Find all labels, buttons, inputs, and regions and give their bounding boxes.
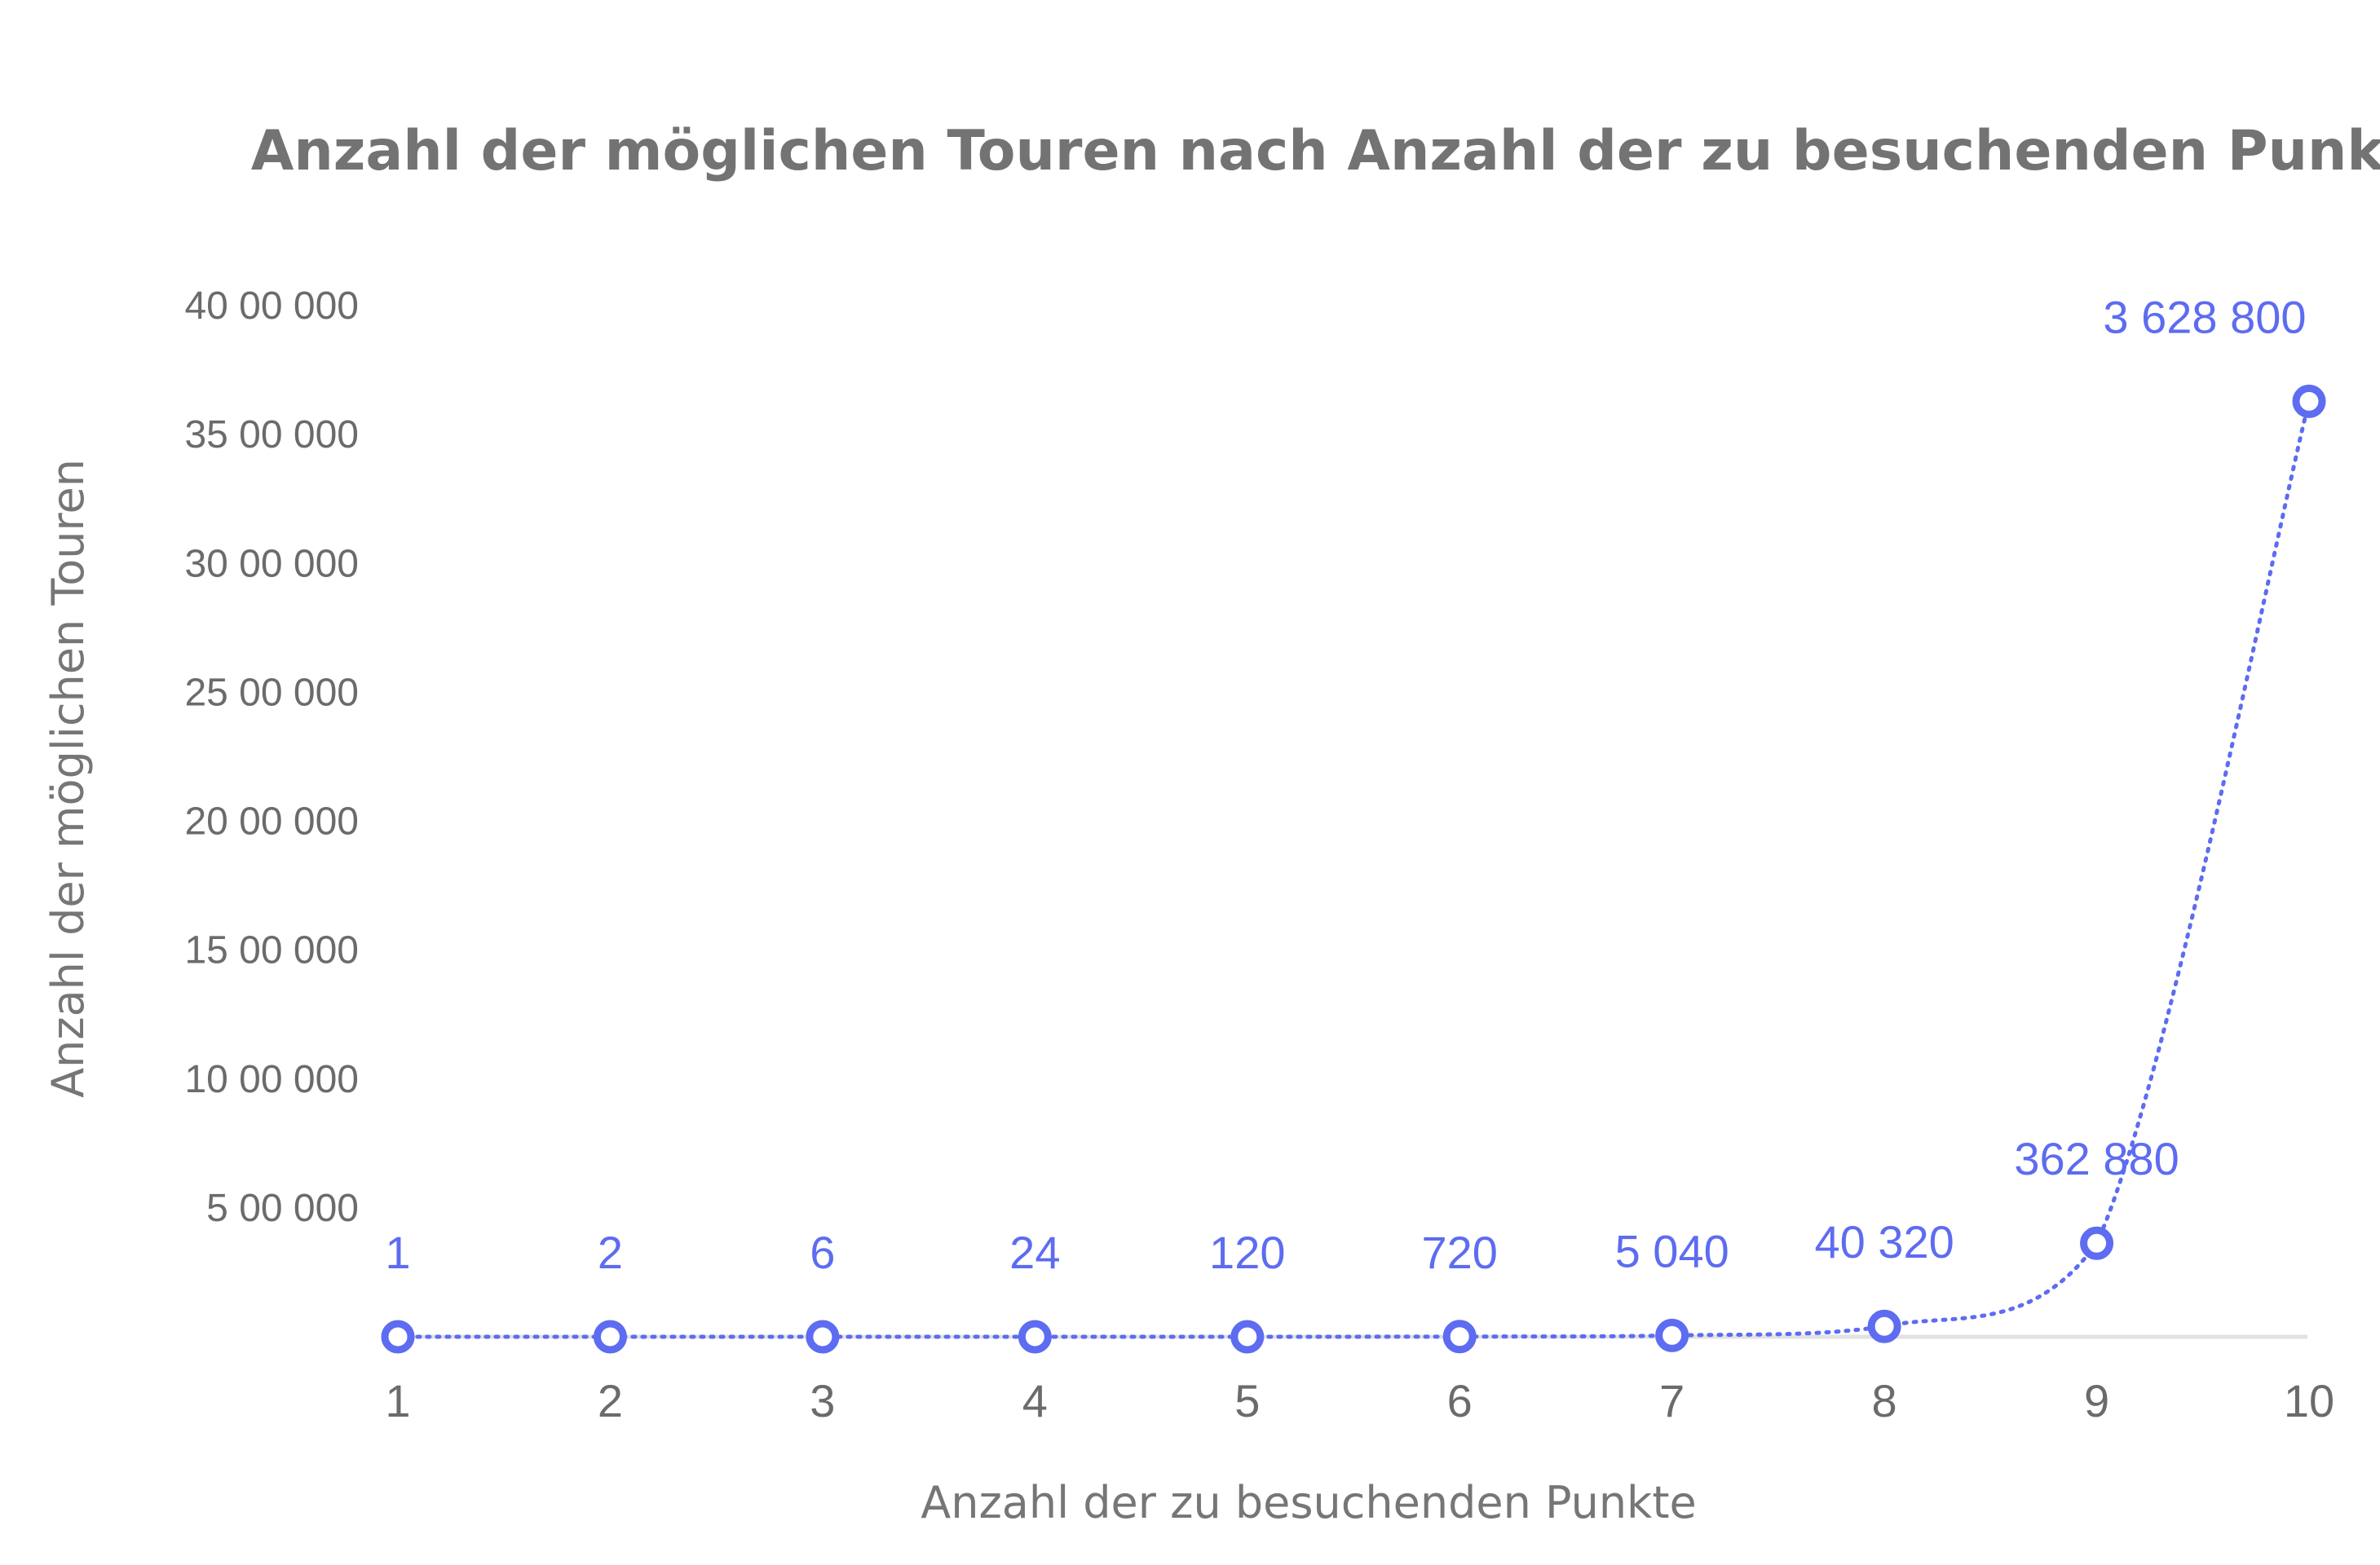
x-tick-label: 4: [1022, 1375, 1048, 1426]
y-tick-label: 5 00 000: [206, 1187, 359, 1230]
y-tick-label: 35 00 000: [184, 413, 359, 456]
data-point-marker: [2292, 384, 2326, 418]
data-label: 24: [1009, 1227, 1060, 1278]
x-tick-label: 1: [385, 1375, 410, 1426]
y-axis-title: Anzahl der möglichen Touren: [42, 459, 94, 1098]
data-label: 362 880: [2014, 1133, 2179, 1184]
data-label: 2: [598, 1227, 623, 1278]
x-axis-title: Anzahl der zu besuchenden Punkte: [921, 1477, 1696, 1528]
y-tick-label: 30 00 000: [184, 542, 359, 585]
data-point-marker: [1442, 1320, 1477, 1354]
data-label: 40 320: [1814, 1216, 1954, 1267]
data-point-marker: [593, 1320, 627, 1354]
y-tick-label: 40 00 000: [184, 284, 359, 328]
y-tick-label: 20 00 000: [184, 800, 359, 844]
x-tick-label: 8: [1872, 1375, 1897, 1426]
data-label: 5 040: [1615, 1225, 1729, 1276]
y-tick-label: 25 00 000: [184, 671, 359, 714]
x-tick-label: 3: [810, 1375, 835, 1426]
data-point-marker: [2080, 1226, 2114, 1260]
data-label: 6: [810, 1227, 835, 1278]
x-tick-label: 10: [2284, 1375, 2334, 1426]
x-tick-label: 7: [1659, 1375, 1685, 1426]
x-tick-label: 2: [598, 1375, 623, 1426]
y-tick-label: 10 00 000: [184, 1058, 359, 1101]
data-point-marker: [1230, 1320, 1265, 1354]
y-axis-ticks: 5 00 000 10 00 000 15 00 000 20 00 000 25 00…: [184, 284, 359, 1230]
data-point-marker: [381, 1320, 415, 1354]
x-axis-ticks: 1 2 3 4 5 6 7 8 9 10: [385, 1375, 2334, 1426]
chart-title: Anzahl der möglichen Touren nach Anzahl …: [251, 119, 2380, 183]
data-labels: 1 2 6 24 120 720 5 040 40 320 362 880 3 628 800: [385, 291, 2306, 1278]
x-tick-label: 6: [1447, 1375, 1473, 1426]
x-tick-label: 9: [2084, 1375, 2109, 1426]
series-line: [395, 399, 2312, 1339]
data-point-marker: [806, 1320, 840, 1354]
data-point-marker: [1018, 1320, 1052, 1354]
data-label: 3 628 800: [2103, 291, 2306, 342]
x-tick-label: 5: [1234, 1375, 1260, 1426]
data-point-marker: [1867, 1309, 1901, 1343]
data-point-marker: [1655, 1318, 1689, 1352]
y-tick-label: 15 00 000: [184, 929, 359, 972]
data-label: 1: [385, 1227, 410, 1278]
data-label: 720: [1422, 1227, 1498, 1278]
series-layer: [381, 384, 2326, 1354]
data-label: 120: [1209, 1227, 1285, 1278]
